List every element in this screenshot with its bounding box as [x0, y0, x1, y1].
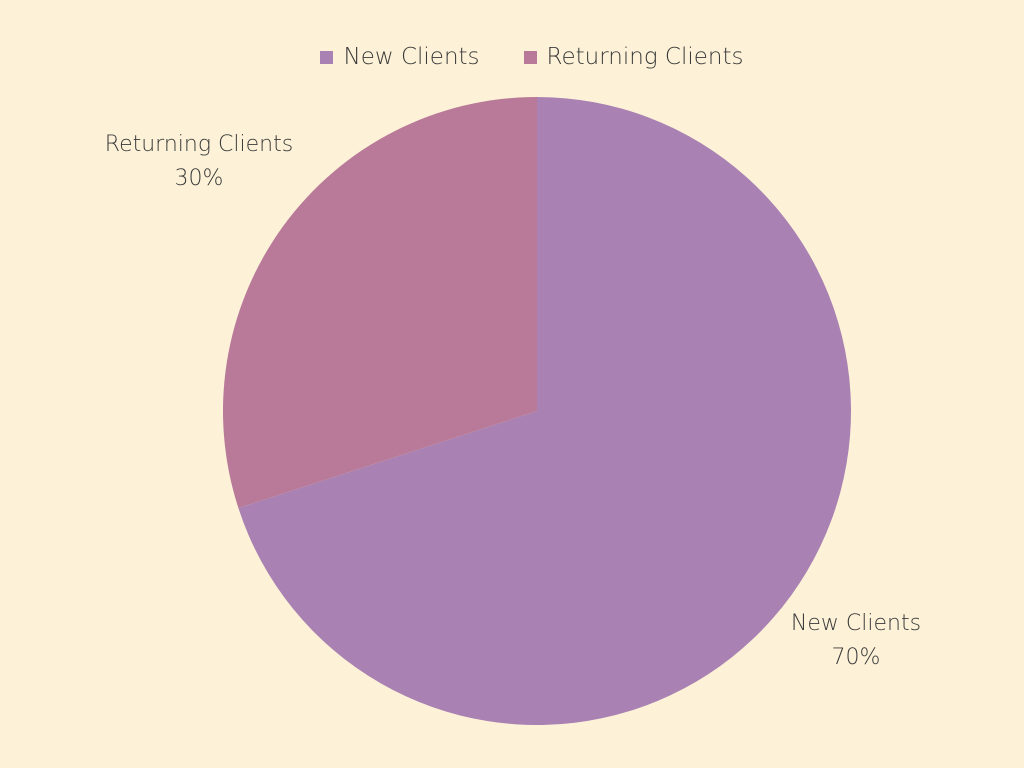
- slice-label-returning-clients: Returning Clients 30%: [104, 128, 294, 196]
- pie-slice-new-clients: [238, 97, 851, 726]
- legend-swatch-returning-clients: [523, 50, 537, 64]
- slice-label-returning-clients-name: Returning Clients: [104, 132, 294, 157]
- legend-swatch-new-clients: [320, 50, 334, 64]
- legend-item-returning-clients: Returning Clients: [523, 44, 744, 70]
- legend-item-new-clients: New Clients: [320, 44, 480, 70]
- pie-slice-returning-clients: [222, 97, 537, 509]
- legend-label-new-clients: New Clients: [343, 44, 480, 70]
- slice-label-new-clients-name: New Clients: [790, 611, 922, 636]
- legend: New Clients Returning Clients: [0, 44, 1024, 70]
- slice-label-new-clients-value: 70%: [831, 645, 881, 670]
- legend-label-returning-clients: Returning Clients: [546, 44, 744, 70]
- slice-label-new-clients: New Clients 70%: [782, 607, 930, 675]
- slice-label-returning-clients-value: 30%: [174, 166, 224, 191]
